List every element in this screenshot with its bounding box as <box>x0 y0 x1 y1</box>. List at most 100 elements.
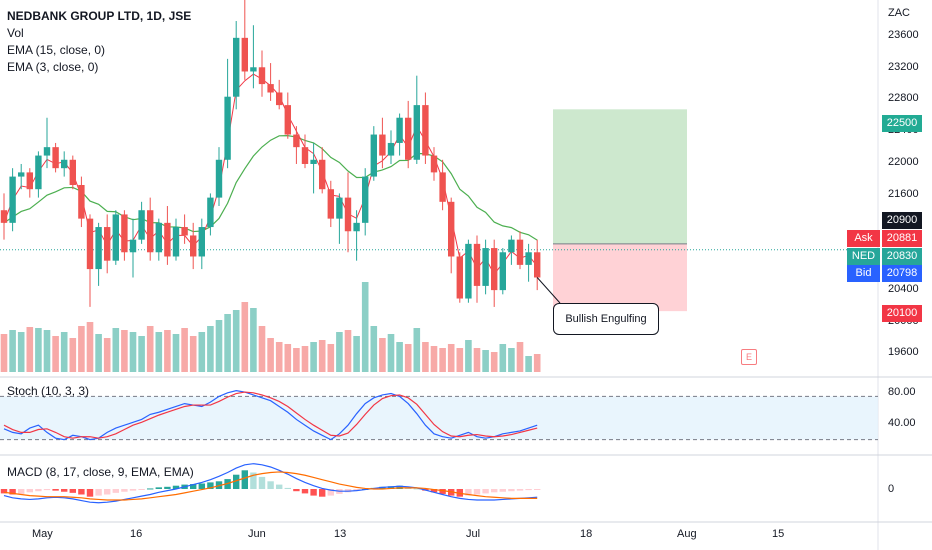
volume-bar <box>241 302 249 372</box>
macd-histogram-bar <box>190 484 197 489</box>
volume-bar <box>215 320 223 372</box>
candle-body <box>207 197 214 228</box>
volume-bar <box>482 350 489 372</box>
volume-bar <box>26 327 34 372</box>
ask-price-tag: 20881 <box>882 230 922 247</box>
macd-histogram-bar <box>26 489 33 493</box>
volume-bar <box>525 356 532 372</box>
macd-histogram-bar <box>95 489 102 496</box>
macd-histogram-bar <box>430 489 438 493</box>
volume-bar <box>181 328 188 372</box>
volume-bar <box>456 348 464 372</box>
candle-body <box>284 105 291 135</box>
candle-body <box>190 235 197 257</box>
macd-histogram-bar <box>35 489 42 492</box>
stoch-tick: 40.00 <box>888 417 916 429</box>
ask-label: Ask <box>847 230 880 247</box>
volume-bar <box>112 328 120 372</box>
macd-histogram-bar <box>258 476 266 489</box>
candle-body <box>104 227 111 261</box>
macd-histogram-bar <box>138 489 145 490</box>
macd-histogram-bar <box>112 489 119 493</box>
volume-bar <box>310 342 317 372</box>
macd-histogram-bar <box>18 489 25 494</box>
bid-price-tag: 20798 <box>882 265 922 282</box>
candle-body <box>327 189 334 219</box>
candle-body <box>448 201 455 257</box>
volume-bar <box>198 332 206 372</box>
symbol-title[interactable]: NEDBANK GROUP LTD, 1D, JSE <box>7 9 192 23</box>
macd-histogram-bar <box>413 488 420 490</box>
candle-body <box>422 105 429 156</box>
volume-bar <box>250 308 257 372</box>
candle-body <box>370 134 377 177</box>
candle-body <box>112 214 119 261</box>
volume-bar <box>121 330 128 372</box>
macd-tick: 0 <box>888 483 895 495</box>
volume-bar <box>318 340 326 372</box>
stop-price-tag: 20100 <box>882 305 922 322</box>
macd-histogram-bar <box>207 482 214 489</box>
volume-bar <box>293 348 300 372</box>
candle-body <box>129 239 137 253</box>
volume-bar <box>129 332 137 372</box>
indicator-ema3[interactable]: EMA (3, close, 0) <box>7 60 99 74</box>
earnings-badge[interactable]: E <box>741 349 757 365</box>
volume-bar <box>353 336 360 372</box>
volume-bar <box>146 326 154 372</box>
volume-bar <box>387 334 395 372</box>
macd-histogram-bar <box>499 489 506 492</box>
macd-histogram-bar <box>473 489 481 495</box>
ema3-line <box>3 73 538 276</box>
candle-body <box>491 248 498 291</box>
volume-bar <box>9 330 16 372</box>
candle-body <box>482 248 489 286</box>
indicator-vol[interactable]: Vol <box>7 26 24 40</box>
macd-histogram-bar <box>482 489 489 494</box>
macd-histogram-bar <box>86 489 94 497</box>
currency-label: ZAC <box>888 7 910 19</box>
macd-histogram-bar <box>250 472 257 489</box>
candle-body <box>181 227 188 236</box>
entry-price-tag: 20900 <box>882 212 922 229</box>
candle-body <box>405 117 412 160</box>
volume-bar <box>138 336 145 372</box>
candle-body <box>516 239 524 265</box>
macd-histogram-bar <box>129 489 137 491</box>
candle-body <box>155 222 162 253</box>
candle-body <box>215 159 223 198</box>
candle-body <box>147 210 154 253</box>
candle-body <box>198 227 205 257</box>
volume-bar <box>258 326 266 372</box>
volume-bar <box>189 336 197 372</box>
volume-bar <box>267 338 274 372</box>
macd-legend[interactable]: MACD (8, 17, close, 9, EMA, EMA) <box>7 465 194 479</box>
candle-body <box>456 256 463 299</box>
y-tick: 22800 <box>888 92 919 104</box>
candle-body <box>465 243 472 299</box>
x-tick: Jul <box>466 528 481 540</box>
stoch-legend[interactable]: Stoch (10, 3, 3) <box>7 384 90 398</box>
macd-histogram-bar <box>61 489 68 492</box>
volume-bar <box>439 348 446 372</box>
bullish-engulfing-callout[interactable]: Bullish Engulfing <box>553 303 659 335</box>
candle-body <box>430 155 438 173</box>
macd-histogram-bar <box>439 489 446 494</box>
volume-bar <box>172 334 180 372</box>
volume-bar <box>533 354 541 372</box>
volume-bar <box>232 310 240 372</box>
volume-bar <box>301 346 309 372</box>
volume-bar <box>508 348 515 372</box>
volume-bar <box>430 346 438 372</box>
volume-bar <box>43 330 51 372</box>
volume-bar <box>275 342 283 372</box>
macd-histogram-bar <box>164 486 171 489</box>
candle-body <box>121 214 128 253</box>
macd-histogram-bar <box>43 489 51 491</box>
volume-bar <box>336 332 343 372</box>
indicator-ema15[interactable]: EMA (15, close, 0) <box>7 43 106 57</box>
y-tick: 22000 <box>888 156 919 168</box>
x-tick: 13 <box>334 528 347 540</box>
candle-body <box>78 185 85 219</box>
